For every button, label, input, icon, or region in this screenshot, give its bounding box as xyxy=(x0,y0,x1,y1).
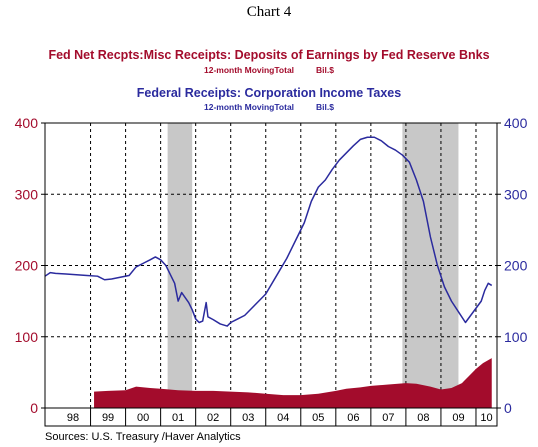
y-tick-label-right: 400 xyxy=(504,115,528,131)
x-tick-label: 03 xyxy=(242,412,254,424)
y-tick-label-right: 100 xyxy=(504,329,528,345)
y-tick-label-right: 200 xyxy=(504,258,528,274)
series-title-corp-taxes: Federal Receipts: Corporation Income Tax… xyxy=(136,86,402,100)
series-line-corp-taxes xyxy=(44,136,493,327)
x-tick-label: 05 xyxy=(312,412,324,424)
x-tick-label: 06 xyxy=(347,412,359,424)
y-tick-label-left: 100 xyxy=(15,329,39,345)
chart-heading: Chart 4 xyxy=(246,4,292,20)
x-tick-label: 08 xyxy=(417,412,429,424)
series-title-fed-earnings: Fed Net Recpts:Misc Receipts: Deposits o… xyxy=(48,48,490,62)
x-tick-label: 98 xyxy=(67,412,79,424)
plot-frame xyxy=(44,122,498,427)
series-measure: 12-month MovingTotal xyxy=(204,65,295,75)
x-tick-label: 04 xyxy=(277,412,289,424)
y-tick-label-left: 300 xyxy=(15,186,39,202)
y-tick-label-left: 400 xyxy=(15,115,39,131)
y-tick-label-left: 200 xyxy=(15,258,39,274)
source-note: Sources: U.S. Treasury /Haver Analytics xyxy=(45,431,241,443)
x-tick-label: 02 xyxy=(207,412,219,424)
y-tick-label-left: 0 xyxy=(30,400,38,416)
series-subtitle-corp-taxes: 12-month MovingTotal Bil.$ xyxy=(0,102,538,112)
series-unit: Bil.$ xyxy=(316,65,334,75)
x-tick-label: 99 xyxy=(102,412,114,424)
series-measure: 12-month MovingTotal xyxy=(204,102,295,112)
series-unit: Bil.$ xyxy=(316,102,334,112)
x-tick-label: 00 xyxy=(137,412,149,424)
x-tick-label: 09 xyxy=(452,412,464,424)
x-tick-label: 10 xyxy=(480,412,492,424)
y-tick-label-right: 0 xyxy=(504,400,512,416)
x-tick-label: 01 xyxy=(172,412,184,424)
series-subtitle-fed-earnings: 12-month MovingTotal Bil.$ xyxy=(0,65,538,75)
y-tick-label-right: 300 xyxy=(504,186,528,202)
x-tick-label: 07 xyxy=(382,412,394,424)
series-area-fed-earnings xyxy=(94,358,492,408)
